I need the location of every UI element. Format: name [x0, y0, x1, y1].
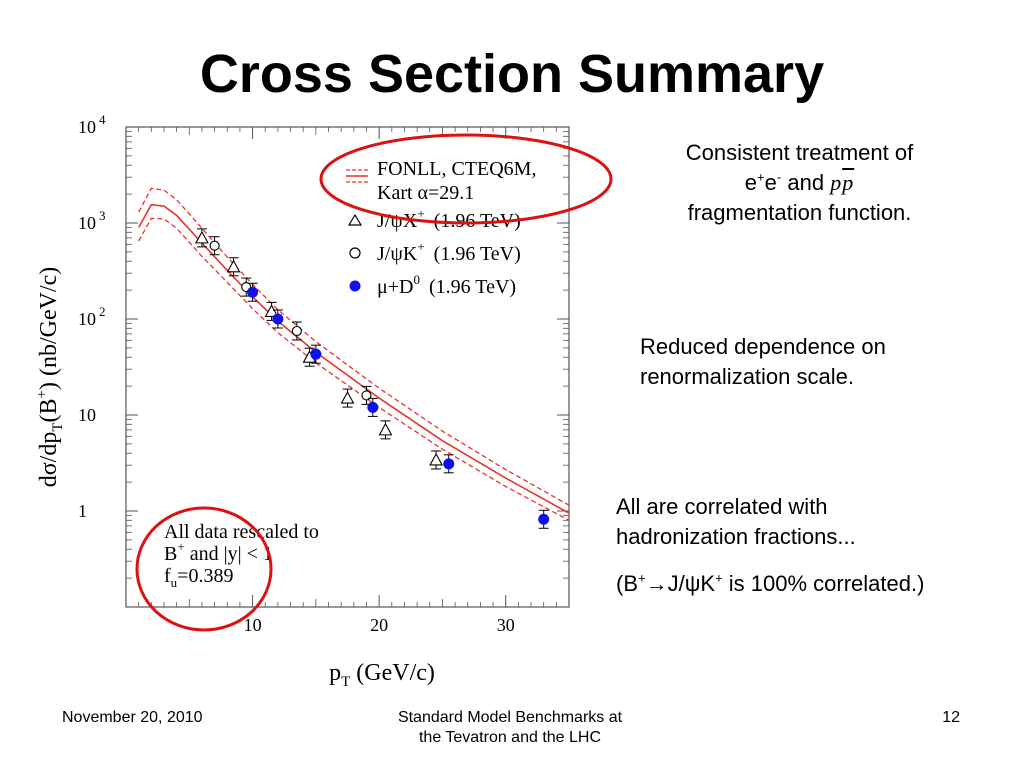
x-tick-label: 20: [370, 615, 388, 635]
note-reduced-line2: renormalization scale.: [640, 364, 854, 389]
triangle-data-point: [340, 390, 355, 404]
filled-circle-data-point: [247, 286, 259, 298]
note-fraction-correlated: (B+→J/ψK+ is 100% correlated.): [616, 570, 925, 596]
legend-entry-3: μ+D0 (1.96 TeV): [377, 272, 516, 298]
triangle-data-point: [264, 304, 279, 317]
open-circle-data-point: [209, 240, 220, 251]
y-tick-label: 10 3: [78, 208, 106, 233]
slide-title: Cross Section Summary: [199, 44, 825, 104]
y-tick-label: 10: [78, 405, 96, 425]
triangle-data-point: [226, 259, 241, 273]
triangle-data-point: [195, 230, 209, 244]
filled-circle-data-point: [538, 513, 550, 525]
filled-circle-data-point: [272, 313, 284, 325]
open-circle-data-point: [291, 325, 302, 337]
rescale-annotation: All data rescaled to B+ and |y| < 1 fu=0…: [164, 521, 319, 590]
legend-filled-circle-marker: [349, 280, 361, 292]
note-consistent-line2: e+e- and pp: [744, 169, 855, 195]
page-number: 12: [942, 709, 960, 726]
y-tick-label: 1: [78, 501, 87, 521]
note-consistent-treatment: Consistent treatment of e+e- and pp frag…: [662, 138, 937, 228]
triangle-data-point: [378, 422, 393, 436]
filled-circle-data-point: [443, 458, 455, 470]
note-reduced-line1: Reduced dependence on: [640, 334, 886, 359]
y-axis-label: dσ/dpT(B+) (nb/GeV/c): [34, 267, 66, 488]
arrow-icon: →: [645, 571, 668, 596]
x-tick-label: 10: [244, 615, 262, 635]
footer-date: November 20, 2010: [62, 709, 203, 726]
plot-frame: [125, 126, 570, 608]
note-correlated-line1: All are correlated with: [616, 494, 828, 519]
cross-section-plot: 10 20 30 10 4 10 3 10 2 10 1 dσ/dpT(B+) (nb/GeV/c)…: [20, 115, 620, 695]
highlight-ellipse-legend: [319, 133, 613, 225]
note-consistent-line3: fragmentation function.: [687, 200, 912, 225]
legend: FONLL, CTEQ6M, Kart α=29.1 J/ψX+ (1.96 Te…: [346, 158, 536, 298]
filled-circle-data-point: [310, 348, 322, 360]
x-tick-label: 30: [497, 615, 515, 635]
y-tick-label: 10 4: [78, 115, 106, 137]
annotation-line3: fu=0.389: [164, 565, 233, 590]
annotation-line1: All data rescaled to: [164, 521, 319, 543]
legend-theory-line2: Kart α=29.1: [377, 182, 474, 204]
highlight-ellipse-annotation: [135, 506, 273, 632]
filled-circle-data-point: [367, 401, 379, 413]
note-reduced-dependence: Reduced dependence on renormalization sc…: [640, 332, 940, 392]
note-correlated-line2: hadronization fractions...: [616, 524, 856, 549]
annotation-line2: B+ and |y| < 1: [164, 539, 273, 565]
legend-open-circle-marker: [349, 247, 361, 259]
theory-lower-band: [138, 217, 570, 521]
data-points: [195, 228, 550, 529]
x-axis-label: pT (GeV/c): [329, 660, 435, 690]
y-tick-label: 10 2: [78, 304, 106, 329]
note-correlated: All are correlated with hadronization fr…: [616, 492, 916, 552]
p-pbar-symbol: pp: [830, 170, 855, 195]
legend-theory-line1: FONLL, CTEQ6M,: [377, 158, 536, 180]
footer-conference: Standard Model Benchmarks at the Tevatro…: [397, 709, 623, 746]
open-circle-data-point: [361, 390, 372, 401]
legend-entry-2: J/ψK+ (1.96 TeV): [377, 239, 521, 265]
legend-triangle-marker: [347, 213, 363, 226]
note-consistent-line1: Consistent treatment of: [685, 140, 914, 165]
triangle-data-point: [429, 452, 444, 466]
